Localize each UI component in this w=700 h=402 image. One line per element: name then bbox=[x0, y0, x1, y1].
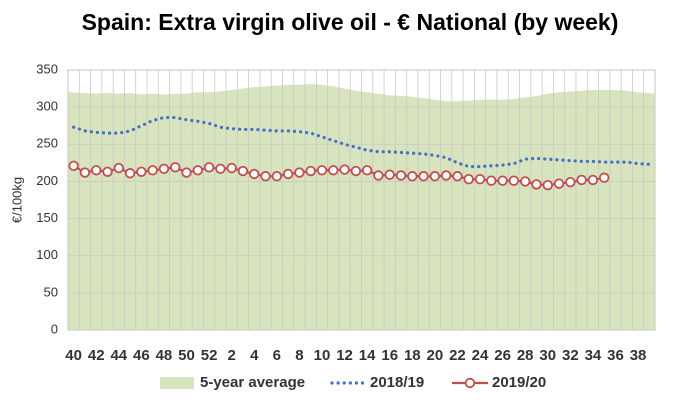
marker bbox=[395, 170, 407, 181]
x-tick-label: 4 bbox=[250, 347, 259, 364]
marker bbox=[452, 171, 463, 182]
x-tick-label: 16 bbox=[381, 347, 398, 364]
x-tick-label: 48 bbox=[156, 347, 173, 364]
marker bbox=[418, 171, 429, 182]
marker bbox=[68, 160, 79, 172]
marker bbox=[316, 165, 328, 176]
marker bbox=[542, 179, 553, 191]
marker bbox=[384, 169, 395, 180]
marker bbox=[170, 162, 181, 173]
marker bbox=[553, 178, 565, 189]
chart-title: Spain: Extra virgin olive oil - € Nation… bbox=[82, 9, 619, 35]
marker bbox=[158, 163, 170, 175]
y-tick-label: 0 bbox=[51, 321, 58, 336]
legend-marker bbox=[464, 377, 476, 389]
marker bbox=[599, 172, 610, 183]
marker bbox=[79, 167, 91, 178]
y-axis-label: €/100kg bbox=[9, 177, 24, 223]
x-tick-label: 46 bbox=[133, 347, 150, 364]
marker bbox=[339, 164, 350, 175]
marker bbox=[373, 170, 384, 181]
marker bbox=[282, 168, 294, 180]
y-tick-label: 50 bbox=[44, 284, 58, 299]
marker bbox=[350, 165, 362, 177]
marker bbox=[463, 173, 474, 185]
marker bbox=[305, 165, 316, 177]
marker bbox=[576, 174, 587, 186]
x-tick-label: 50 bbox=[178, 347, 195, 364]
marker bbox=[215, 163, 226, 175]
y-tick-label: 350 bbox=[36, 61, 58, 76]
legend-label: 2018/19 bbox=[370, 374, 424, 391]
x-tick-label: 28 bbox=[517, 347, 534, 364]
marker bbox=[429, 171, 441, 182]
marker bbox=[407, 171, 418, 182]
x-tick-label: 52 bbox=[201, 347, 218, 364]
marker bbox=[531, 179, 542, 190]
x-tick-label: 34 bbox=[585, 347, 602, 364]
x-tick-label: 32 bbox=[562, 347, 579, 364]
x-tick-label: 42 bbox=[88, 347, 105, 364]
y-tick-label: 300 bbox=[36, 99, 58, 114]
marker bbox=[361, 165, 373, 176]
marker bbox=[192, 165, 204, 176]
y-tick-label: 150 bbox=[36, 210, 58, 225]
y-tick-label: 250 bbox=[36, 136, 58, 151]
x-tick-label: 40 bbox=[65, 347, 82, 364]
x-tick-label: 36 bbox=[607, 347, 624, 364]
marker bbox=[147, 165, 158, 176]
x-tick-label: 24 bbox=[472, 347, 489, 364]
marker bbox=[294, 167, 305, 178]
marker bbox=[328, 165, 339, 176]
marker bbox=[91, 165, 102, 176]
x-tick-label: 14 bbox=[359, 347, 376, 364]
x-tick-label: 26 bbox=[494, 347, 511, 364]
marker bbox=[440, 170, 452, 181]
marker bbox=[102, 166, 113, 177]
marker bbox=[181, 167, 192, 178]
y-tick-label: 100 bbox=[36, 247, 58, 262]
marker bbox=[260, 171, 271, 182]
legend-label: 2019/20 bbox=[492, 374, 546, 391]
marker bbox=[519, 176, 531, 187]
marker bbox=[508, 175, 520, 186]
marker bbox=[474, 173, 486, 185]
x-tick-label: 6 bbox=[273, 347, 281, 364]
marker bbox=[237, 165, 249, 177]
marker bbox=[124, 168, 136, 179]
marker bbox=[565, 176, 576, 188]
x-tick-label: 2 bbox=[228, 347, 236, 364]
x-tick-label: 12 bbox=[336, 347, 353, 364]
marker bbox=[136, 166, 147, 177]
x-tick-label: 10 bbox=[314, 347, 331, 364]
x-tick-label: 38 bbox=[630, 347, 647, 364]
x-tick-label: 44 bbox=[110, 347, 127, 364]
x-tick-label: 20 bbox=[427, 347, 444, 364]
marker bbox=[486, 175, 497, 186]
marker bbox=[587, 174, 599, 186]
marker bbox=[497, 175, 508, 186]
y-tick-label: 200 bbox=[36, 173, 58, 188]
legend-label: 5-year average bbox=[200, 374, 305, 391]
marker bbox=[226, 162, 237, 174]
marker bbox=[203, 162, 215, 173]
x-tick-label: 8 bbox=[295, 347, 303, 364]
marker bbox=[271, 171, 283, 182]
legend-swatch bbox=[160, 377, 194, 389]
x-tick-label: 22 bbox=[449, 347, 466, 364]
marker bbox=[249, 168, 260, 180]
marker bbox=[113, 162, 124, 174]
x-tick-label: 18 bbox=[404, 347, 421, 364]
x-tick-label: 30 bbox=[539, 347, 556, 364]
